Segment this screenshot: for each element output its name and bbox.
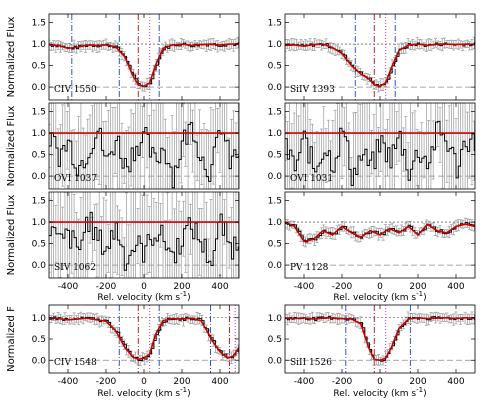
y-axis-label: Normalized Flux	[6, 106, 17, 187]
plot-area	[49, 14, 239, 100]
panel-pv-1128: -400 -200 0 200 400 0.0 0.5 1.0 1.5 PV 1128 Rel. v…	[268, 191, 476, 303]
panel-civ-1550: 0.0 0.5 1.0 1.5 CIV 1550	[32, 13, 240, 101]
ion-label: CIV 1548	[54, 358, 97, 368]
x-tick-label: 400	[211, 282, 228, 292]
y-tick-label: 0.5	[268, 335, 282, 345]
x-tick-label: 200	[173, 377, 190, 387]
plot-area	[285, 14, 475, 100]
plot-area	[285, 217, 475, 266]
x-tick-label: 0	[377, 377, 383, 387]
ion-label: SiIV 1393	[290, 85, 335, 95]
y-tick-label: 1.0	[268, 40, 283, 50]
y-tick-label: 0.0	[32, 83, 47, 93]
fit-curve	[285, 43, 475, 88]
plot-area	[285, 103, 475, 189]
y-axis-label: Normalized F	[6, 306, 17, 372]
plot-area	[49, 192, 239, 278]
ion-label: OVI 1031	[290, 174, 333, 184]
fit-curve	[285, 316, 475, 362]
flux-step-line	[49, 211, 239, 271]
y-tick-label: 1.0	[32, 129, 47, 139]
flux-step-line	[285, 42, 475, 88]
fit-curve	[49, 316, 239, 361]
x-axis-label: Rel. velocity (km s-1)	[333, 290, 426, 303]
ion-label: SIV 1062	[54, 263, 96, 273]
y-tick-label: 0.0	[32, 356, 47, 366]
x-tick-label: 200	[173, 282, 190, 292]
ion-label: PV 1128	[290, 263, 329, 273]
x-tick-label: -400	[294, 282, 315, 292]
y-tick-label: 0.0	[268, 172, 283, 182]
ion-label: OVI 1037	[54, 174, 97, 184]
x-tick-label: -200	[332, 377, 353, 387]
y-tick-label: 1.0	[32, 218, 47, 228]
panel-ovi-1037: 0.0 0.5 1.0 1.5 OVI 1037	[32, 102, 240, 190]
plot-area	[285, 305, 475, 373]
y-tick-label: 0.5	[32, 151, 46, 161]
y-tick-label: 1.5	[32, 108, 46, 118]
y-tick-label: 0.5	[268, 62, 282, 72]
y-tick-label: 0.0	[32, 261, 47, 271]
fit-curve	[285, 221, 475, 243]
x-tick-label: 400	[447, 282, 464, 292]
y-tick-label: 0.0	[268, 261, 283, 271]
x-tick-label: -200	[332, 282, 353, 292]
y-tick-label: 0.0	[32, 172, 47, 182]
y-tick-label: 1.5	[268, 108, 282, 118]
x-tick-label: 0	[141, 377, 147, 387]
y-tick-label: 1.0	[268, 218, 283, 228]
x-tick-label: -200	[96, 282, 117, 292]
y-tick-label: 1.0	[268, 314, 283, 324]
x-tick-label: 0	[141, 282, 147, 292]
ion-label: SiII 1526	[290, 358, 332, 368]
x-axis-label: Rel. velocity (km s-1)	[333, 386, 426, 399]
plot-area	[49, 103, 239, 189]
panel-siv-1062: -400 -200 0 200 400 0.0 0.5 1.0 1.5 SIV 1062 Rel. …	[32, 191, 240, 303]
ion-label: CIV 1550	[54, 85, 97, 95]
y-tick-label: 0.5	[32, 240, 46, 250]
x-tick-label: -200	[96, 377, 117, 387]
x-tick-label: 400	[447, 377, 464, 387]
x-tick-label: -400	[294, 377, 315, 387]
fit-curve	[49, 43, 239, 88]
flux-step-line	[49, 122, 239, 189]
y-tick-label: 0.5	[32, 62, 46, 72]
y-tick-label: 0.0	[268, 356, 283, 366]
y-tick-label: 0.5	[268, 240, 282, 250]
panel-siiv-1393: 0.0 0.5 1.0 1.5 SiIV 1393	[268, 13, 476, 101]
x-tick-label: 200	[409, 282, 426, 292]
x-axis-label: Rel. velocity (km s-1)	[97, 290, 190, 303]
panel-ovi-1031: 0.0 0.5 1.0 1.5 OVI 1031	[268, 102, 476, 190]
x-tick-label: 400	[211, 377, 228, 387]
panel-siii-1526: -400 -200 0 200 400 0.0 0.5 1.0 SiII 1526 Rel. ve…	[268, 304, 476, 399]
y-tick-label: 1.5	[268, 197, 282, 207]
x-axis-label: Rel. velocity (km s-1)	[97, 386, 190, 399]
y-tick-label: 1.0	[268, 129, 283, 139]
y-tick-label: 1.5	[32, 197, 46, 207]
x-tick-label: -400	[58, 282, 79, 292]
y-tick-label: 0.0	[268, 83, 283, 93]
flux-step-line	[285, 120, 475, 186]
y-tick-label: 1.0	[32, 314, 47, 324]
x-tick-label: 0	[377, 282, 383, 292]
y-tick-label: 1.5	[268, 19, 282, 29]
y-axis-label: Normalized Flux	[6, 195, 17, 276]
plot-area	[49, 305, 239, 373]
x-tick-label: -400	[58, 377, 79, 387]
y-tick-label: 0.5	[268, 151, 282, 161]
y-tick-label: 0.5	[32, 335, 46, 345]
y-tick-label: 1.5	[32, 19, 46, 29]
x-tick-label: 200	[409, 377, 426, 387]
y-tick-label: 1.0	[32, 40, 47, 50]
panel-civ-1548: -400 -200 0 200 400 0.0 0.5 1.0 CIV 1548 Rel. vel…	[32, 304, 240, 399]
y-axis-label: Normalized Flux	[6, 17, 17, 98]
